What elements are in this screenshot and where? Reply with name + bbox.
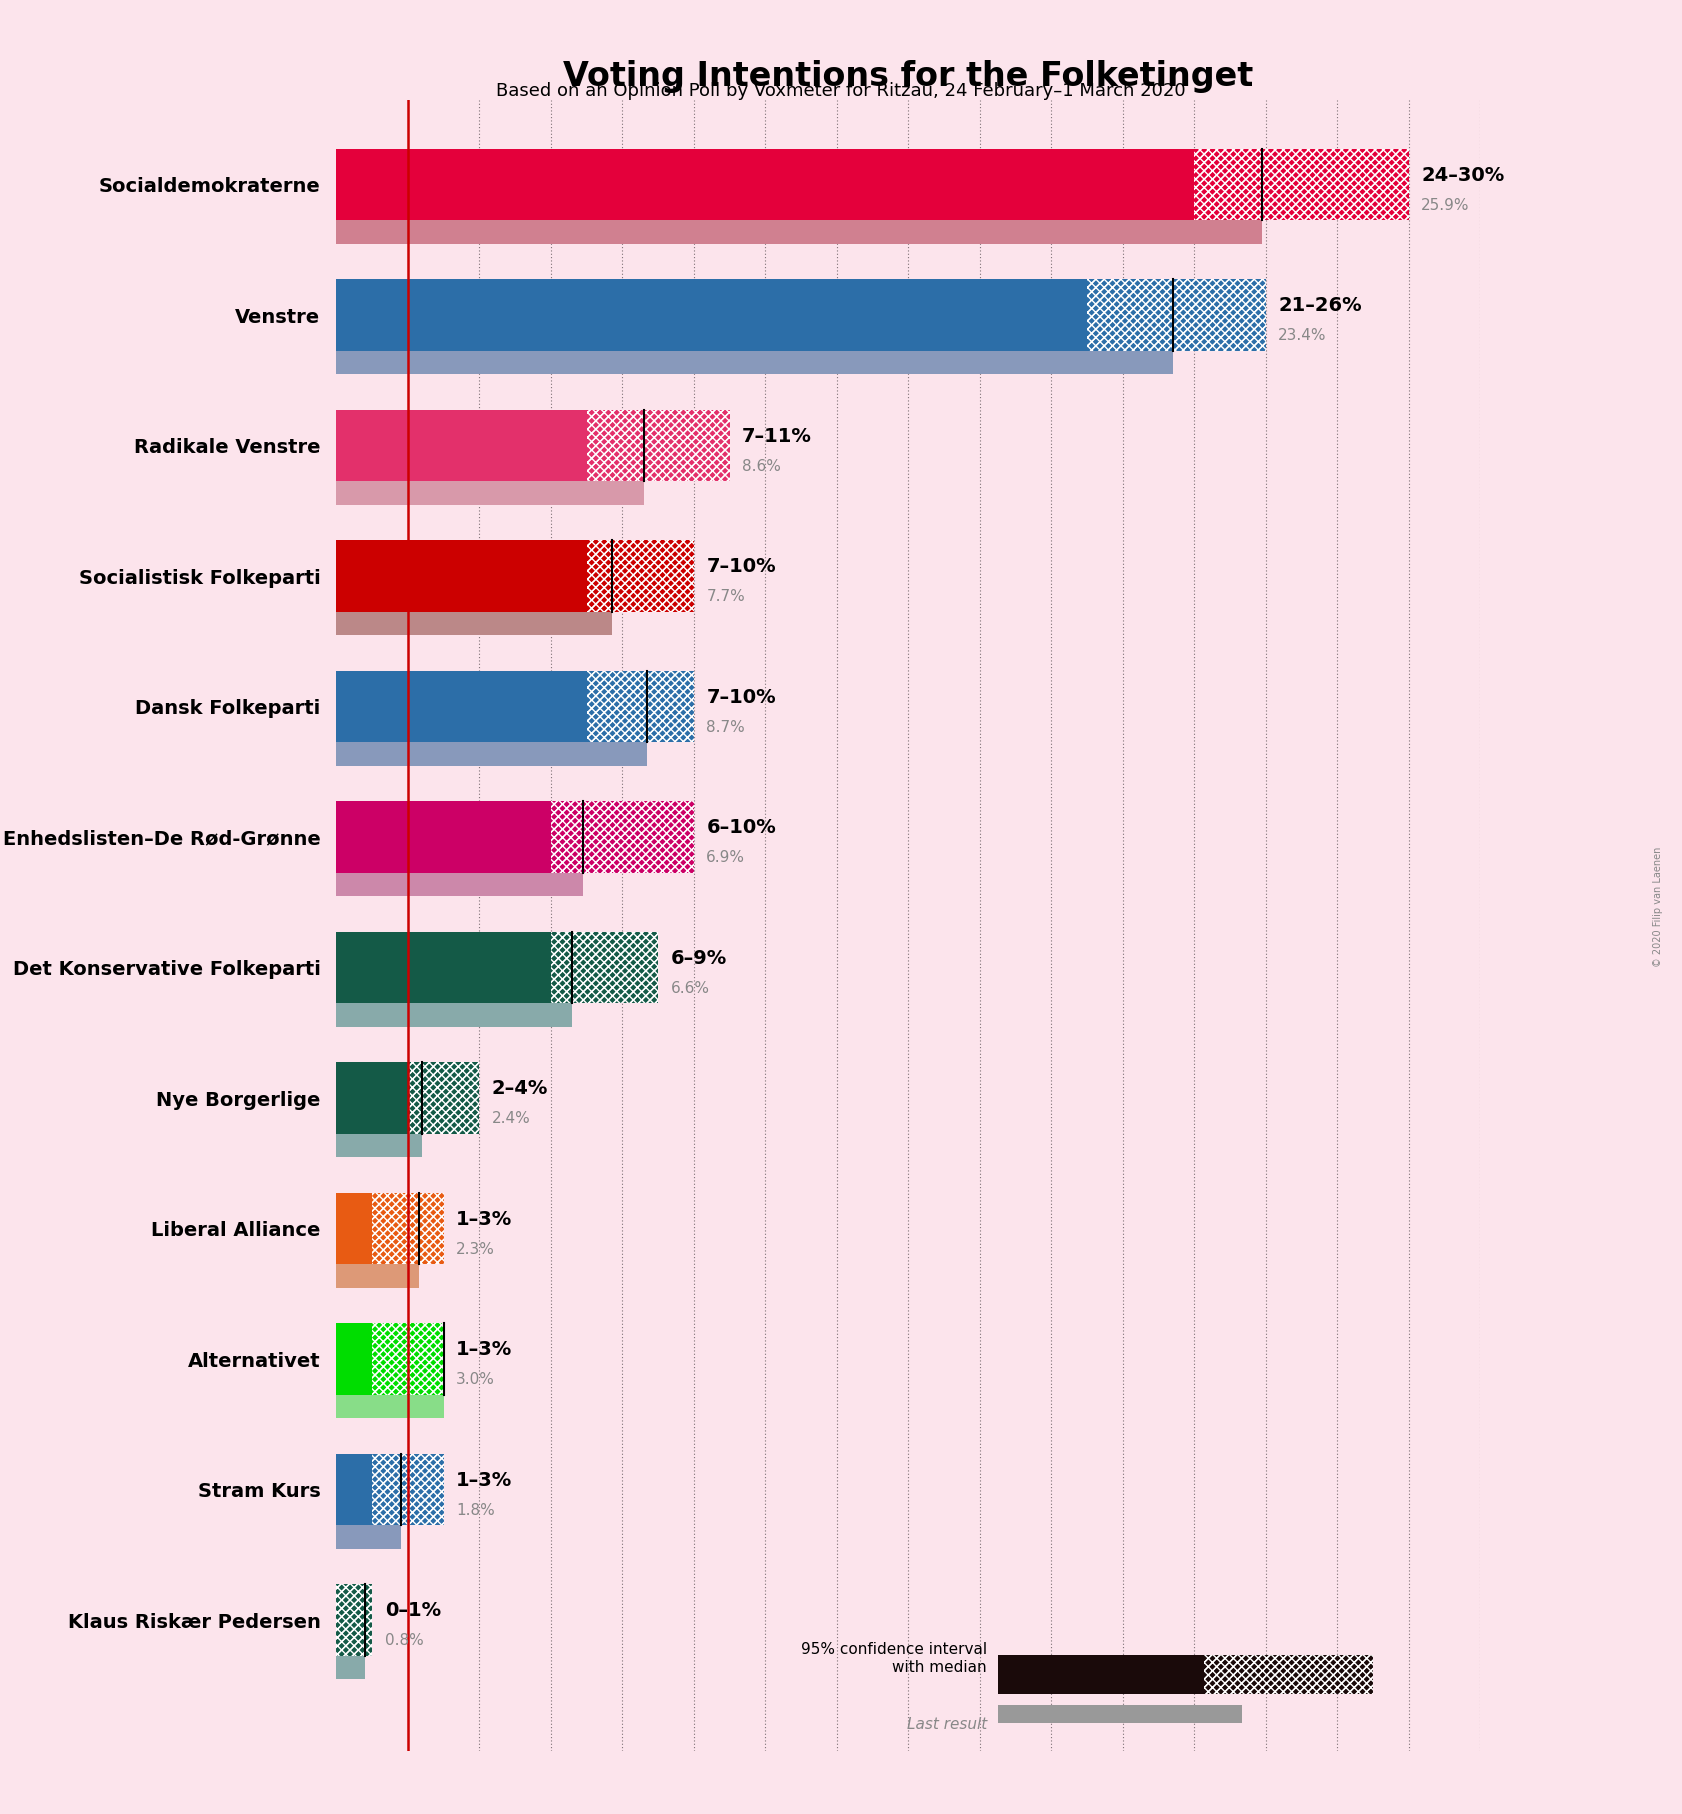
Text: 8.7%: 8.7% [706,720,745,735]
Bar [336,1322,372,1395]
Bar [372,1192,444,1264]
Text: 24–30%: 24–30% [1421,165,1504,185]
Bar [336,1453,372,1526]
Text: 0–1%: 0–1% [385,1602,441,1620]
Bar [336,221,1262,243]
Text: 25.9%: 25.9% [1421,198,1470,212]
Bar [336,1192,372,1264]
Text: Based on an Opinion Poll by Voxmeter for Ritzau, 24 February–1 March 2020: Based on an Opinion Poll by Voxmeter for… [496,82,1186,100]
Bar [372,1453,444,1526]
Bar [336,279,1087,350]
Bar [336,1526,400,1549]
Bar [1194,149,1408,221]
Bar [336,1395,444,1419]
Text: 7–11%: 7–11% [742,426,812,446]
Bar [372,1322,444,1395]
Bar [336,873,584,896]
Bar [550,802,693,873]
Bar [587,671,693,742]
Bar [336,742,648,766]
Text: 1.8%: 1.8% [456,1504,495,1518]
Bar [336,671,587,742]
Bar [336,149,1194,221]
Bar [997,1705,1241,1723]
Text: 6.6%: 6.6% [671,981,710,996]
Bar [336,1584,372,1656]
Bar [336,350,1172,374]
Text: 21–26%: 21–26% [1278,296,1362,316]
Bar [336,1003,572,1027]
Text: 1–3%: 1–3% [456,1471,513,1489]
Bar [1194,149,1408,221]
Bar [550,932,658,1003]
Text: 2–4%: 2–4% [491,1079,548,1099]
Bar [336,611,612,635]
Text: 3.0%: 3.0% [456,1373,495,1388]
Text: 8.6%: 8.6% [742,459,780,473]
Text: 2.4%: 2.4% [491,1112,530,1126]
Text: 1–3%: 1–3% [456,1341,513,1359]
Bar [1087,279,1265,350]
Text: 23.4%: 23.4% [1278,328,1327,343]
Bar [372,1322,444,1395]
Bar [1087,279,1265,350]
Bar [336,541,587,611]
Bar [407,1063,479,1134]
Title: Voting Intentions for the Folketinget: Voting Intentions for the Folketinget [563,60,1253,93]
Bar [550,932,658,1003]
Bar [336,1656,365,1680]
Text: 95% confidence interval
with median: 95% confidence interval with median [801,1642,987,1674]
Bar [336,1264,419,1288]
Bar [336,410,587,481]
Text: 7–10%: 7–10% [706,557,775,577]
Text: 0.8%: 0.8% [385,1633,424,1649]
Text: 6–10%: 6–10% [706,818,775,838]
Bar [550,932,658,1003]
Bar [407,1063,479,1134]
Text: 7–10%: 7–10% [706,688,775,707]
Text: 6.9%: 6.9% [706,851,745,865]
Text: © 2020 Filip van Laenen: © 2020 Filip van Laenen [1653,847,1663,967]
Bar [550,802,693,873]
Bar [336,1063,407,1134]
Text: 7.7%: 7.7% [706,590,745,604]
Text: 1–3%: 1–3% [456,1210,513,1228]
Bar [587,671,693,742]
Bar [372,1192,444,1264]
Text: Last result: Last result [907,1716,987,1732]
Bar [587,541,693,611]
Bar [372,1453,444,1526]
Bar [997,1654,1204,1694]
Bar [550,802,693,873]
Bar [336,932,550,1003]
Bar [372,1192,444,1264]
Bar [587,410,730,481]
Bar [587,541,693,611]
Text: 2.3%: 2.3% [456,1243,495,1257]
Bar [336,1134,422,1157]
Bar [1204,1654,1373,1694]
Bar [587,541,693,611]
Bar [407,1063,479,1134]
Bar [1204,1654,1373,1694]
Bar [336,1584,372,1656]
Bar [587,410,730,481]
Bar [336,481,644,504]
Text: 6–9%: 6–9% [671,949,727,969]
Bar [336,802,550,873]
Bar [372,1453,444,1526]
Bar [587,410,730,481]
Bar [336,1584,372,1656]
Bar [372,1322,444,1395]
Bar [1194,149,1408,221]
Bar [587,671,693,742]
Bar [1087,279,1265,350]
Bar [1204,1654,1373,1694]
